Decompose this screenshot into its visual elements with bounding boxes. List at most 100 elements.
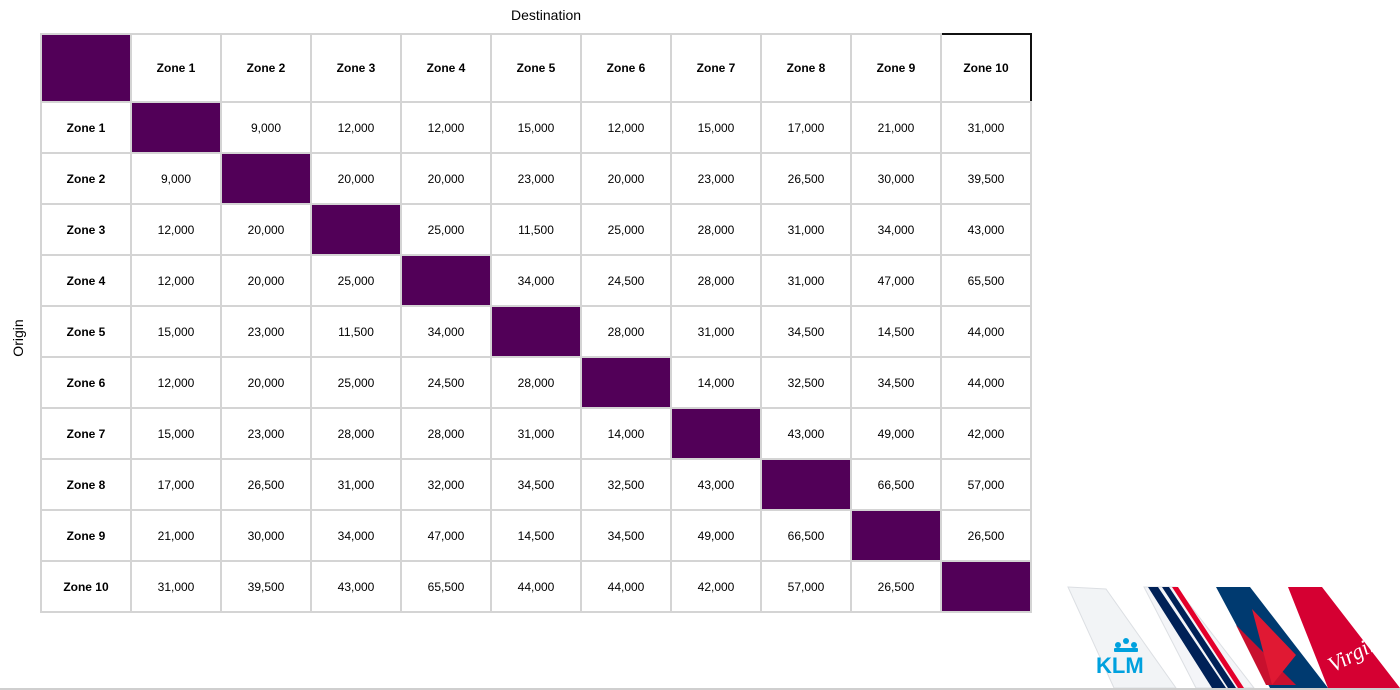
row-header: Zone 1 xyxy=(40,101,132,154)
value-cell: 28,000 xyxy=(670,203,762,256)
value-cell: 34,000 xyxy=(850,203,942,256)
value-cell: 34,500 xyxy=(490,458,582,511)
slide-title-cropped xyxy=(0,0,1400,4)
value-cell: 26,500 xyxy=(940,509,1032,562)
column-header: Zone 5 xyxy=(490,33,582,103)
row-header: Zone 4 xyxy=(40,254,132,307)
value-cell: 39,500 xyxy=(220,560,312,613)
value-cell: 57,000 xyxy=(940,458,1032,511)
column-header: Zone 7 xyxy=(670,33,762,103)
value-cell: 24,500 xyxy=(580,254,672,307)
value-cell: 31,000 xyxy=(940,101,1032,154)
value-cell: 26,500 xyxy=(850,560,942,613)
virgin-tail-logo: Virgin xyxy=(1288,587,1400,688)
value-cell: 66,500 xyxy=(760,509,852,562)
diagonal-cell xyxy=(130,101,222,154)
value-cell: 57,000 xyxy=(760,560,852,613)
value-cell: 39,500 xyxy=(940,152,1032,205)
column-header: Zone 10 xyxy=(940,33,1032,103)
value-cell: 26,500 xyxy=(760,152,852,205)
value-cell: 28,000 xyxy=(670,254,762,307)
table-row: Zone 2 9,000 20,000 20,000 23,000 20,000 23,00… xyxy=(40,152,1032,205)
value-cell: 12,000 xyxy=(400,101,492,154)
diagonal-cell xyxy=(850,509,942,562)
row-header: Zone 3 xyxy=(40,203,132,256)
diagonal-cell xyxy=(670,407,762,460)
value-cell: 43,000 xyxy=(760,407,852,460)
value-cell: 66,500 xyxy=(850,458,942,511)
value-cell: 32,500 xyxy=(580,458,672,511)
value-cell: 30,000 xyxy=(850,152,942,205)
column-header: Zone 8 xyxy=(760,33,852,103)
value-cell: 20,000 xyxy=(220,254,312,307)
origin-axis-label: Origin xyxy=(10,319,26,357)
airline-tail-logos: KLM Virgin xyxy=(1067,586,1400,689)
value-cell: 11,500 xyxy=(490,203,582,256)
value-cell: 43,000 xyxy=(940,203,1032,256)
value-cell: 21,000 xyxy=(130,509,222,562)
column-header: Zone 2 xyxy=(220,33,312,103)
destination-axis-label: Destination xyxy=(510,7,582,23)
value-cell: 15,000 xyxy=(130,407,222,460)
row-header: Zone 6 xyxy=(40,356,132,409)
value-cell: 34,000 xyxy=(490,254,582,307)
table-row: Zone 3 12,000 20,000 25,000 11,500 25,000 28,0… xyxy=(40,203,1032,256)
klm-tail-logo: KLM xyxy=(1067,586,1177,689)
value-cell: 14,000 xyxy=(580,407,672,460)
value-cell: 23,000 xyxy=(670,152,762,205)
column-header: Zone 1 xyxy=(130,33,222,103)
diagonal-cell xyxy=(400,254,492,307)
value-cell: 20,000 xyxy=(220,356,312,409)
value-cell: 20,000 xyxy=(220,203,312,256)
value-cell: 44,000 xyxy=(580,560,672,613)
value-cell: 44,000 xyxy=(940,305,1032,358)
value-cell: 31,000 xyxy=(490,407,582,460)
value-cell: 20,000 xyxy=(310,152,402,205)
table-row: Zone 9 21,000 30,000 34,000 47,000 14,500 34,5… xyxy=(40,509,1032,562)
delta-tail-logo xyxy=(1216,587,1328,688)
value-cell: 34,000 xyxy=(400,305,492,358)
header-row: Zone 1 Zone 2 Zone 3 Zone 4 Zone 5 Zone 6 Zone… xyxy=(40,33,1032,103)
value-cell: 43,000 xyxy=(670,458,762,511)
value-cell: 31,000 xyxy=(760,203,852,256)
value-cell: 25,000 xyxy=(580,203,672,256)
diagonal-cell xyxy=(940,560,1032,613)
value-cell: 20,000 xyxy=(400,152,492,205)
value-cell: 14,000 xyxy=(670,356,762,409)
value-cell: 47,000 xyxy=(400,509,492,562)
table-row: Zone 10 31,000 39,500 43,000 65,500 44,000 44,… xyxy=(40,560,1032,613)
value-cell: 23,000 xyxy=(490,152,582,205)
value-cell: 25,000 xyxy=(310,254,402,307)
value-cell: 34,500 xyxy=(580,509,672,562)
value-cell: 14,500 xyxy=(850,305,942,358)
column-header: Zone 9 xyxy=(850,33,942,103)
value-cell: 23,000 xyxy=(220,305,312,358)
table-row: Zone 5 15,000 23,000 11,500 34,000 28,000 31,0… xyxy=(40,305,1032,358)
value-cell: 26,500 xyxy=(220,458,312,511)
value-cell: 44,000 xyxy=(490,560,582,613)
value-cell: 12,000 xyxy=(130,254,222,307)
value-cell: 34,500 xyxy=(850,356,942,409)
value-cell: 25,000 xyxy=(310,356,402,409)
row-header: Zone 2 xyxy=(40,152,132,205)
value-cell: 42,000 xyxy=(940,407,1032,460)
diagonal-cell xyxy=(310,203,402,256)
row-header: Zone 8 xyxy=(40,458,132,511)
value-cell: 34,500 xyxy=(760,305,852,358)
value-cell: 34,000 xyxy=(310,509,402,562)
value-cell: 28,000 xyxy=(400,407,492,460)
value-cell: 15,000 xyxy=(490,101,582,154)
value-cell: 24,500 xyxy=(400,356,492,409)
column-header: Zone 6 xyxy=(580,33,672,103)
value-cell: 42,000 xyxy=(670,560,762,613)
diagonal-cell xyxy=(580,356,672,409)
value-cell: 20,000 xyxy=(580,152,672,205)
value-cell: 30,000 xyxy=(220,509,312,562)
value-cell: 12,000 xyxy=(130,356,222,409)
zone-matrix-table: Zone 1 Zone 2 Zone 3 Zone 4 Zone 5 Zone 6 Zone… xyxy=(40,33,1032,613)
table-row: Zone 1 9,000 12,000 12,000 15,000 12,000 15,00… xyxy=(40,101,1032,154)
value-cell: 15,000 xyxy=(670,101,762,154)
value-cell: 23,000 xyxy=(220,407,312,460)
bottom-rule xyxy=(0,688,1400,690)
klm-crown-icon xyxy=(1114,638,1138,652)
